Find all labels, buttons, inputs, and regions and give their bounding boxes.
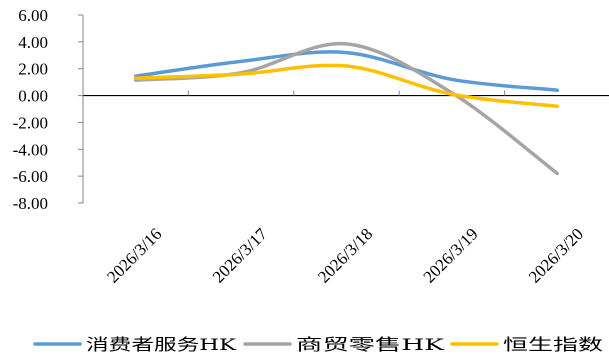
x-tick-label: 2026/3/17 bbox=[209, 224, 272, 287]
legend: 消费者服务HK 商贸零售HK 恒生指数 bbox=[33, 335, 603, 354]
y-tick-label: 2.00 bbox=[18, 60, 48, 79]
y-tick-label: 0.00 bbox=[18, 87, 48, 106]
x-tick-label: 2026/3/19 bbox=[420, 224, 482, 286]
y-tick-label: 4.00 bbox=[18, 33, 48, 52]
series-lines bbox=[133, 41, 560, 176]
x-tick-label: 2026/3/18 bbox=[314, 224, 376, 286]
y-axis: 6.00 4.00 2.00 0.00 -2.00 -4.00 -6.00 -8.00 bbox=[13, 6, 84, 213]
x-tick-label: 2026/3/16 bbox=[103, 224, 165, 286]
y-tick-label: -4.00 bbox=[13, 140, 48, 159]
y-tick-label: -8.00 bbox=[13, 194, 48, 213]
series-line-1 bbox=[133, 41, 560, 176]
series-line-2 bbox=[133, 63, 560, 109]
y-tick-label: -6.00 bbox=[13, 167, 48, 186]
legend-label: 消费者服务HK bbox=[86, 335, 237, 354]
x-axis: 2026/3/16 2026/3/17 2026/3/18 2026/3/19 2026… bbox=[82, 90, 609, 287]
legend-label: 商贸零售HK bbox=[296, 335, 446, 354]
y-tick-label: 6.00 bbox=[18, 6, 48, 25]
series-line-0 bbox=[133, 50, 560, 92]
legend-label: 恒生指数 bbox=[503, 335, 603, 354]
x-tick-label: 2026/3/20 bbox=[525, 224, 587, 286]
y-tick-label: -2.00 bbox=[13, 113, 48, 132]
